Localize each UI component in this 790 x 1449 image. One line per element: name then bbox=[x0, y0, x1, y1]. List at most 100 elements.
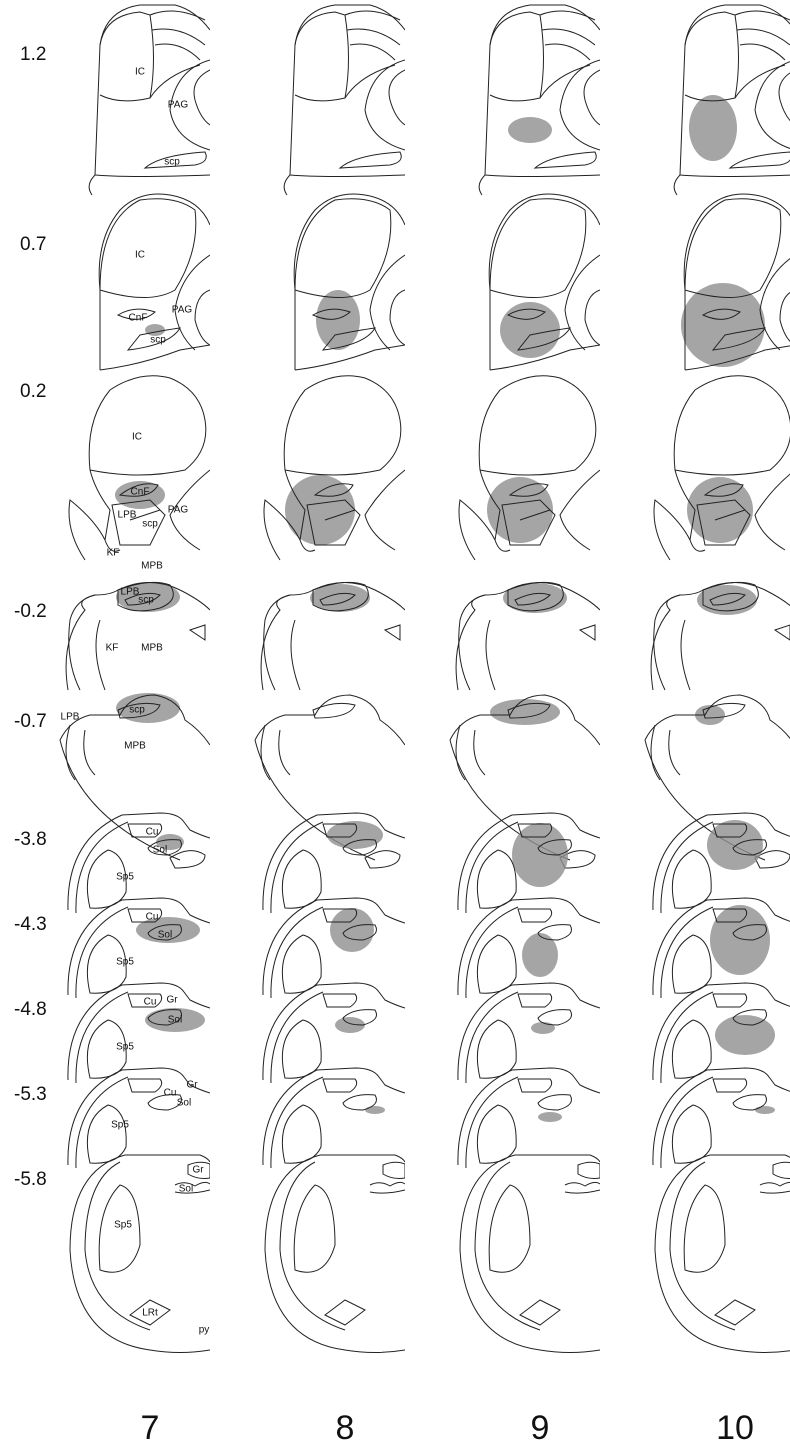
section bbox=[458, 1068, 600, 1168]
section bbox=[68, 898, 210, 998]
section-outline bbox=[653, 1068, 790, 1168]
section bbox=[456, 582, 600, 690]
region-label: PAG bbox=[168, 505, 189, 516]
column-label: 10 bbox=[716, 1409, 754, 1447]
section bbox=[263, 813, 405, 913]
section bbox=[460, 1155, 600, 1353]
level-label: -3.8 bbox=[14, 829, 47, 850]
section bbox=[489, 194, 600, 370]
region-label: Gr bbox=[186, 1080, 198, 1091]
section bbox=[263, 898, 405, 998]
region-label: Sp5 bbox=[116, 957, 134, 968]
section-outline bbox=[69, 376, 210, 560]
section-outline bbox=[458, 983, 600, 1083]
region-label: py bbox=[199, 1325, 210, 1336]
column-label: 8 bbox=[336, 1409, 355, 1447]
lesion-area bbox=[538, 1112, 562, 1122]
lesion-area bbox=[755, 1106, 775, 1114]
section bbox=[68, 983, 210, 1083]
lesion-area bbox=[316, 290, 360, 350]
region-label: LRt bbox=[142, 1308, 158, 1319]
section bbox=[458, 898, 600, 998]
region-label: scp bbox=[138, 595, 154, 606]
section bbox=[89, 5, 210, 195]
level-label: -0.7 bbox=[14, 711, 47, 732]
section bbox=[458, 813, 600, 913]
section bbox=[261, 582, 405, 690]
section bbox=[655, 1155, 790, 1353]
section bbox=[263, 1068, 405, 1168]
region-label: scp bbox=[129, 705, 145, 716]
region-label: Sp5 bbox=[114, 1220, 132, 1231]
region-label: Sol bbox=[177, 1098, 191, 1109]
figure: 1.2 0.7 0.2 -0.2 -0.7 -3.8 -4.3 -4.8 -5.… bbox=[0, 0, 790, 1449]
region-label: Sp5 bbox=[116, 872, 134, 883]
region-label: IC bbox=[132, 432, 142, 443]
region-label: PAG bbox=[172, 305, 193, 316]
lesion-area bbox=[710, 905, 770, 975]
region-label: PAG bbox=[168, 100, 189, 111]
region-label: Sol bbox=[153, 845, 167, 856]
section bbox=[674, 5, 790, 195]
region-label: Gr bbox=[192, 1165, 204, 1176]
region-label: Sp5 bbox=[111, 1120, 129, 1131]
lesion-area bbox=[327, 821, 383, 849]
section bbox=[479, 5, 600, 195]
section bbox=[68, 813, 210, 913]
level-label: 0.2 bbox=[20, 381, 46, 402]
region-label: Sol bbox=[158, 930, 172, 941]
lesion-area bbox=[490, 699, 560, 725]
region-label: scp bbox=[142, 519, 158, 530]
section bbox=[458, 983, 600, 1083]
section bbox=[69, 376, 210, 560]
lesion-area bbox=[508, 117, 552, 143]
section bbox=[653, 813, 790, 913]
section-outline bbox=[265, 1155, 405, 1353]
lesion-area bbox=[365, 1106, 385, 1114]
section-outline bbox=[460, 1155, 600, 1353]
section-outline bbox=[674, 5, 790, 195]
region-label: LPB bbox=[61, 712, 80, 723]
section bbox=[60, 693, 210, 868]
level-label: -4.3 bbox=[14, 914, 47, 935]
section-grid bbox=[60, 5, 790, 1353]
section bbox=[284, 5, 405, 195]
section-outline bbox=[68, 983, 210, 1083]
lesion-area bbox=[116, 693, 180, 723]
region-label: Sol bbox=[179, 1184, 193, 1195]
region-label: MPB bbox=[141, 643, 163, 654]
column-label: 7 bbox=[141, 1409, 160, 1447]
section bbox=[653, 1068, 790, 1168]
region-label: scp bbox=[164, 157, 180, 168]
lesion-area bbox=[330, 908, 374, 952]
region-label: scp bbox=[150, 335, 166, 346]
lesion-area bbox=[715, 1015, 775, 1055]
region-label: Cu bbox=[164, 1088, 177, 1099]
lesion-area bbox=[285, 475, 355, 545]
section bbox=[255, 695, 405, 868]
region-label: Sp5 bbox=[116, 1042, 134, 1053]
level-label: -5.8 bbox=[14, 1169, 47, 1190]
region-label: CnF bbox=[131, 487, 150, 498]
section-outline bbox=[655, 1155, 790, 1353]
region-label: CnF bbox=[129, 313, 148, 324]
lesion-area bbox=[487, 477, 553, 543]
lesion-area bbox=[531, 1022, 555, 1034]
section bbox=[653, 898, 790, 998]
section bbox=[681, 194, 790, 370]
section-outline bbox=[263, 983, 405, 1083]
section-outline bbox=[458, 1068, 600, 1168]
section bbox=[654, 376, 790, 560]
section-outline bbox=[68, 898, 210, 998]
region-label: MPB bbox=[141, 561, 163, 572]
region-label: Cu bbox=[144, 997, 157, 1008]
region-label: Cu bbox=[146, 827, 159, 838]
region-label: IC bbox=[135, 250, 145, 261]
region-label: Gr bbox=[166, 995, 178, 1006]
region-label: MPB bbox=[124, 741, 146, 752]
section bbox=[264, 376, 405, 560]
section-outline bbox=[479, 5, 600, 195]
section-outline bbox=[255, 695, 405, 868]
section-outline bbox=[68, 813, 210, 913]
level-label: 0.7 bbox=[20, 234, 46, 255]
